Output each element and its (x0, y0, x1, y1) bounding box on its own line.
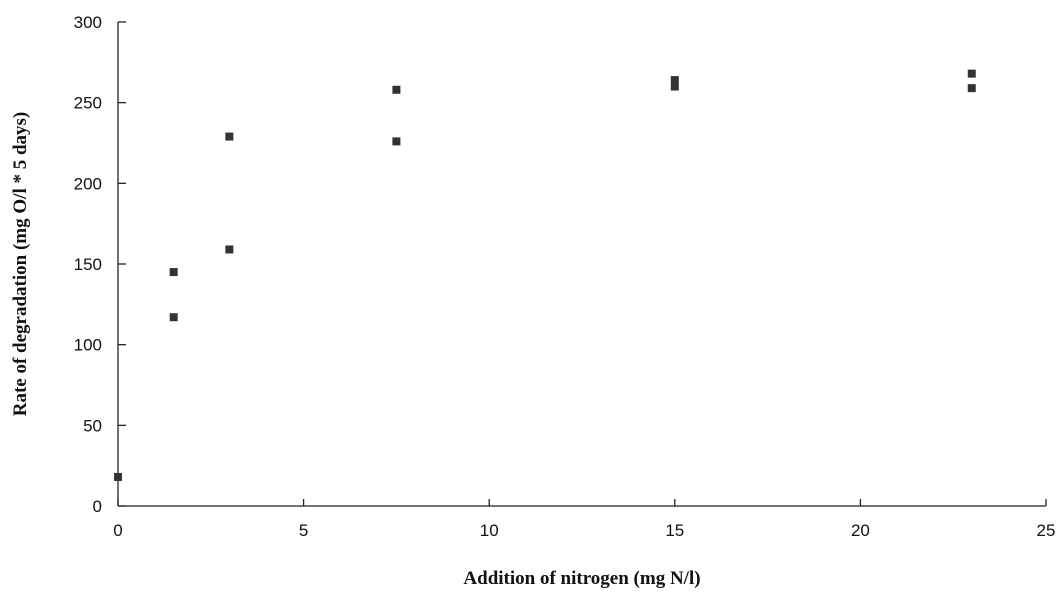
data-point (392, 137, 401, 146)
data-point (967, 84, 976, 93)
y-tick-label: 150 (74, 255, 102, 274)
data-point (225, 132, 234, 141)
data-point (169, 313, 178, 322)
data-point (392, 85, 401, 94)
y-tick-label: 250 (74, 94, 102, 113)
x-tick-label: 10 (480, 521, 499, 540)
x-tick-label: 25 (1037, 521, 1056, 540)
y-tick-label: 50 (83, 416, 102, 435)
y-tick-label: 0 (93, 497, 102, 516)
x-tick-label: 0 (113, 521, 122, 540)
data-point (169, 268, 178, 277)
y-tick-label: 300 (74, 13, 102, 32)
y-tick-label: 200 (74, 174, 102, 193)
y-tick-label: 100 (74, 336, 102, 355)
x-tick-label: 5 (299, 521, 308, 540)
data-point (225, 245, 234, 254)
data-point (967, 69, 976, 78)
x-tick-label: 15 (665, 521, 684, 540)
x-ticks: 0 5 10 15 20 25 (113, 499, 1055, 540)
data-point (114, 472, 122, 481)
data-point (670, 76, 679, 85)
data-points (114, 69, 976, 481)
y-axis: 0 50 100 150 200 250 300 (74, 13, 126, 516)
y-axis-title: Rate of degradation (mg O/l * 5 days) (10, 112, 31, 417)
data-point (670, 82, 679, 91)
y-ticks: 0 50 100 150 200 250 300 (74, 13, 126, 516)
x-axis: 0 5 10 15 20 25 (113, 499, 1055, 540)
x-axis-title: Addition of nitrogen (mg N/l) (463, 568, 700, 589)
x-tick-label: 20 (851, 521, 870, 540)
